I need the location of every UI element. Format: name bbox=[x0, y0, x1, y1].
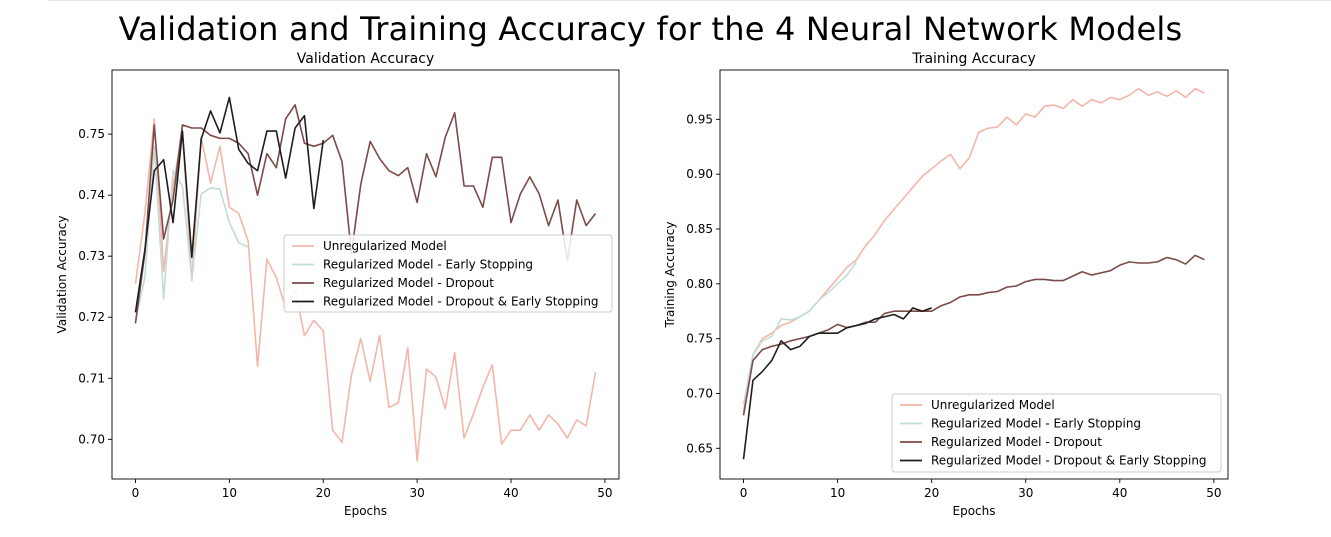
chart-title: Training Accuracy bbox=[911, 51, 1036, 67]
y-tick-label: 0.71 bbox=[78, 371, 105, 385]
legend-label: Regularized Model - Dropout & Early Stop… bbox=[931, 454, 1207, 468]
x-tick-label: 20 bbox=[924, 486, 939, 500]
y-tick-label: 0.95 bbox=[686, 112, 713, 126]
series-line-regularized-model-dropout-and-early-stopping bbox=[742, 307, 932, 460]
x-tick-label: 10 bbox=[830, 486, 845, 500]
series-line-regularized-model-dropout bbox=[134, 104, 597, 324]
series-line-regularized-model-early-stopping bbox=[742, 261, 858, 405]
top-divider bbox=[48, 0, 1331, 1]
x-tick-label: 0 bbox=[740, 486, 748, 500]
legend-box bbox=[891, 393, 1222, 473]
x-tick-label: 0 bbox=[132, 486, 140, 500]
series-line-unregularized-model bbox=[134, 118, 597, 462]
x-tick-label: 40 bbox=[1112, 486, 1127, 500]
y-tick-label: 0.70 bbox=[78, 432, 105, 446]
x-tick-label: 50 bbox=[1206, 486, 1221, 500]
y-tick-label: 0.74 bbox=[78, 188, 105, 202]
series-line-regularized-model-dropout-and-early-stopping bbox=[134, 96, 325, 313]
series-line-regularized-model-early-stopping bbox=[134, 145, 249, 321]
legend: Unregularized Model Regularized Model - E… bbox=[283, 234, 613, 313]
y-tick-label: 0.75 bbox=[78, 127, 105, 141]
chart-title: Validation Accuracy bbox=[297, 51, 435, 67]
y-tick-label: 0.90 bbox=[686, 167, 713, 181]
series-group bbox=[742, 87, 1205, 460]
legend-label: Regularized Model - Early Stopping bbox=[931, 417, 1141, 431]
x-tick-label: 30 bbox=[409, 486, 424, 500]
y-tick-label: 0.73 bbox=[78, 249, 105, 263]
plot-frame bbox=[111, 69, 620, 480]
x-axis-label: Epochs bbox=[344, 504, 387, 518]
x-tick-label: 30 bbox=[1018, 486, 1033, 500]
x-tick-label: 50 bbox=[597, 486, 612, 500]
legend-label: Unregularized Model bbox=[931, 398, 1055, 412]
y-axis-label: Validation Accuracy bbox=[55, 216, 69, 334]
series-line-unregularized-model bbox=[742, 87, 1205, 413]
series-group bbox=[134, 96, 597, 462]
legend-box bbox=[283, 234, 613, 313]
legend-label: Regularized Model - Early Stopping bbox=[323, 258, 533, 272]
figure-title: Validation and Training Accuracy for the… bbox=[118, 10, 1183, 48]
y-axis-label: Training Accuracy bbox=[663, 222, 677, 329]
x-tick-label: 40 bbox=[503, 486, 518, 500]
x-axis-label: Epochs bbox=[953, 504, 996, 518]
y-tick-label: 0.72 bbox=[78, 310, 105, 324]
x-tick-label: 10 bbox=[222, 486, 237, 500]
legend-label: Regularized Model - Dropout & Early Stop… bbox=[323, 295, 599, 309]
y-tick-label: 0.80 bbox=[686, 277, 713, 291]
legend: Unregularized Model Regularized Model - E… bbox=[891, 393, 1222, 473]
y-tick-label: 0.65 bbox=[686, 441, 713, 455]
training-accuracy-chart: Training Accuracy Epochs Training Accuracy… bbox=[663, 51, 1229, 518]
y-tick-label: 0.85 bbox=[686, 222, 713, 236]
legend-label: Regularized Model - Dropout bbox=[931, 435, 1102, 449]
y-tick-label: 0.70 bbox=[686, 386, 713, 400]
validation-accuracy-chart: Validation Accuracy Epochs Validation Accu… bbox=[55, 51, 620, 518]
x-tick-label: 20 bbox=[316, 486, 331, 500]
plot-frame bbox=[719, 69, 1229, 480]
y-tick-label: 0.75 bbox=[686, 332, 713, 346]
legend-label: Unregularized Model bbox=[323, 239, 447, 253]
legend-label: Regularized Model - Dropout bbox=[323, 276, 494, 290]
